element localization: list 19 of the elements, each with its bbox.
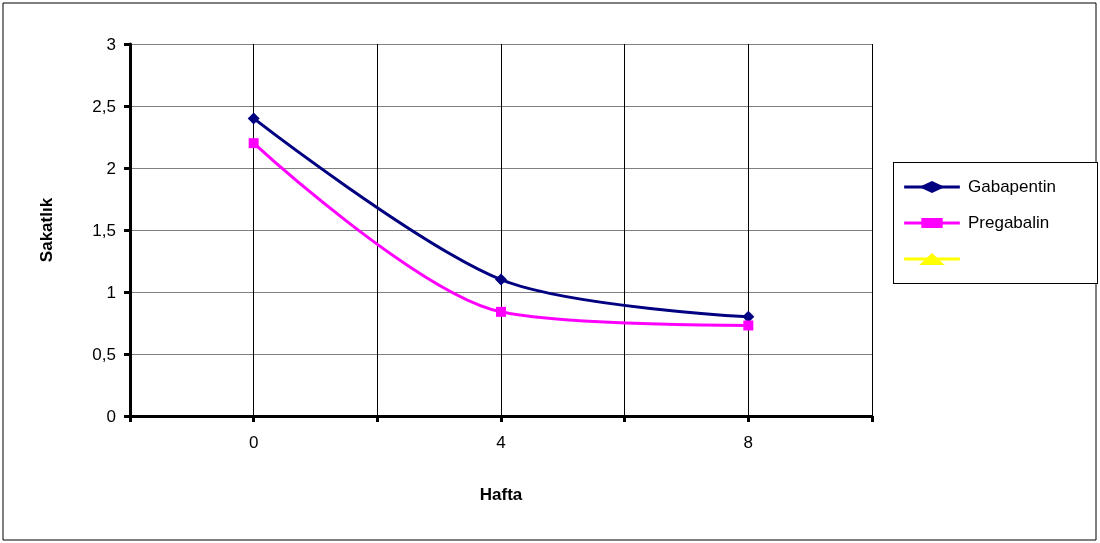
y-tick-label: 1,5 xyxy=(92,220,116,240)
point xyxy=(247,112,260,125)
y-tick-label: 1 xyxy=(106,282,116,302)
x-axis-title: Hafta xyxy=(479,485,523,504)
legend-label: Gabapentin xyxy=(968,177,1056,197)
x-tick-label: 4 xyxy=(496,433,506,452)
point xyxy=(495,273,507,286)
y-tick-label: 2 xyxy=(106,158,116,178)
x-tick-label: 0 xyxy=(248,433,259,452)
x-tick-label: 8 xyxy=(743,433,754,452)
y-tick-label: 0,5 xyxy=(92,344,116,364)
point xyxy=(248,138,259,149)
y-tick-label: 3 xyxy=(106,34,116,54)
legend-label: Pregabalin xyxy=(968,213,1050,233)
point xyxy=(743,320,754,331)
y-tick-label: 2,5 xyxy=(92,96,116,116)
point xyxy=(496,306,506,317)
y-axis-title: Sakatlık xyxy=(37,197,56,263)
y-tick-label: 0 xyxy=(106,406,116,426)
